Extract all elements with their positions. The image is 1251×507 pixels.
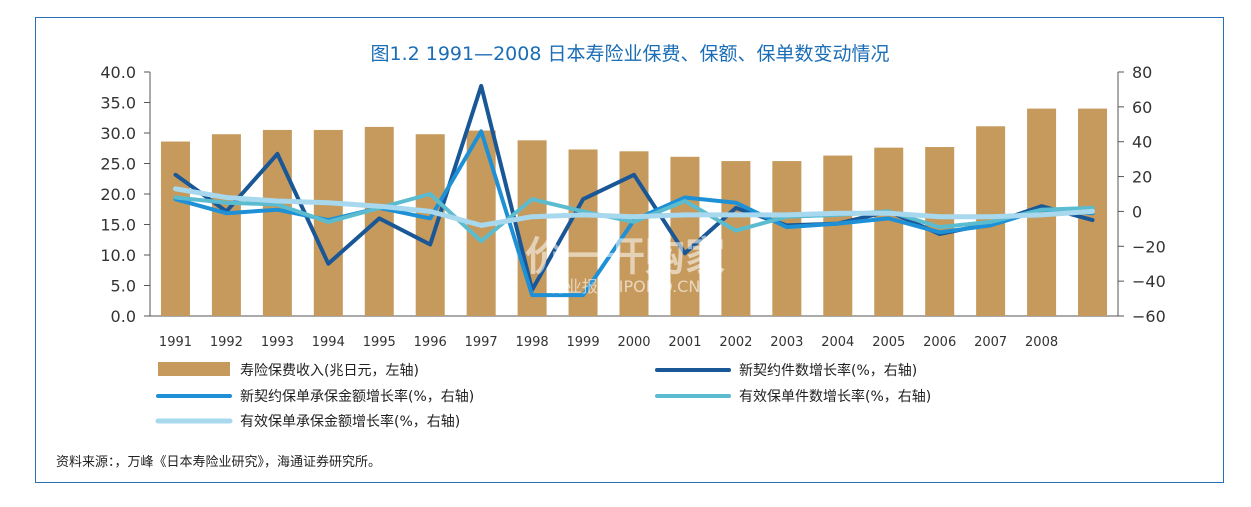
- x-tick-label: 1996: [414, 335, 447, 350]
- legend: 寿险保费收入(兆日元，左轴) 新契约件数增长率(%，右轴) 新契约保单承保金额增长率…: [155, 362, 931, 430]
- bar: [262, 129, 292, 316]
- left-tick-label: 10.0: [100, 246, 136, 265]
- left-tick-label: 15.0: [100, 216, 136, 235]
- right-tick-label: 20: [1132, 168, 1152, 187]
- chart-title: 图1.2 1991—2008 日本寿险业保费、保额、保单数变动情况: [370, 43, 889, 65]
- bars-group: [160, 108, 1108, 317]
- source-note: 资料来源：，万峰《日本寿险业研究》，海通证券研究所。: [56, 454, 381, 470]
- bar: [160, 141, 190, 316]
- x-tick-label: 2005: [872, 335, 905, 350]
- bar: [874, 147, 904, 316]
- bar: [211, 134, 241, 316]
- bar: [568, 149, 598, 316]
- bar: [823, 155, 853, 316]
- right-tick-label: 0: [1132, 202, 1142, 221]
- right-tick-label: 80: [1132, 63, 1152, 82]
- x-tick-label: 2004: [821, 335, 854, 350]
- legend-label: 新契约保单承保金额增长率(%，右轴): [240, 388, 474, 405]
- legend-swatch-bar: [158, 362, 230, 376]
- watermark-sub: 行业报告 IPOIPO.CN: [550, 277, 701, 296]
- right-tick-label: 60: [1132, 98, 1152, 117]
- lines-group: [173, 83, 1095, 298]
- bar: [721, 161, 751, 316]
- right-tick-label: 40: [1132, 133, 1152, 152]
- x-tick-label: 1999: [567, 335, 600, 350]
- x-tick-label: 1994: [312, 335, 345, 350]
- x-tick-label: 1993: [261, 335, 294, 350]
- watermark: 价一开购家 行业报告 IPOIPO.CN: [525, 234, 725, 296]
- left-tick-label: 5.0: [111, 277, 136, 296]
- left-tick-label: 35.0: [100, 94, 136, 113]
- left-tick-label: 40.0: [100, 63, 136, 82]
- x-tick-label: 2000: [617, 335, 650, 350]
- left-tick-label: 25.0: [100, 155, 136, 174]
- x-tick-label: 1997: [465, 335, 498, 350]
- series-line-4: [173, 186, 1095, 228]
- legend-label: 寿险保费收入(兆日元，左轴): [240, 362, 419, 379]
- x-tick-label: 2002: [719, 335, 752, 350]
- left-tick-label: 20.0: [100, 185, 136, 204]
- legend-label: 新契约件数增长率(%，右轴): [739, 362, 917, 379]
- x-tick-label: 2006: [923, 335, 956, 350]
- x-tick-label: 1992: [210, 335, 243, 350]
- legend-label: 有效保单件数增长率(%，右轴): [739, 388, 931, 405]
- right-tick-label: −40: [1132, 272, 1166, 291]
- bar: [772, 161, 802, 316]
- axes: 40.0 35.0 30.0 25.0 20.0 15.0 10.0 5.0 0.0 80 60 40…: [100, 63, 1165, 350]
- x-tick-label: 1991: [159, 335, 192, 350]
- bar: [415, 134, 445, 316]
- x-tick-label: 1998: [516, 335, 549, 350]
- left-tick-label: 0.0: [111, 307, 136, 326]
- right-tick-label: −60: [1132, 307, 1166, 326]
- x-tick-label: 2003: [770, 335, 803, 350]
- x-tick-label: 2001: [668, 335, 701, 350]
- left-tick-label: 30.0: [100, 124, 136, 143]
- series-line-3: [173, 192, 1095, 244]
- watermark-main: 价一开购家: [525, 234, 725, 280]
- x-tick-label: 2007: [974, 335, 1007, 350]
- x-tick-label: 1995: [363, 335, 396, 350]
- legend-label: 有效保单承保金额增长率(%，右轴): [240, 413, 460, 430]
- x-tick-label: 2008: [1025, 335, 1058, 350]
- chart-frame: [35, 17, 1224, 483]
- right-tick-label: −20: [1132, 237, 1166, 256]
